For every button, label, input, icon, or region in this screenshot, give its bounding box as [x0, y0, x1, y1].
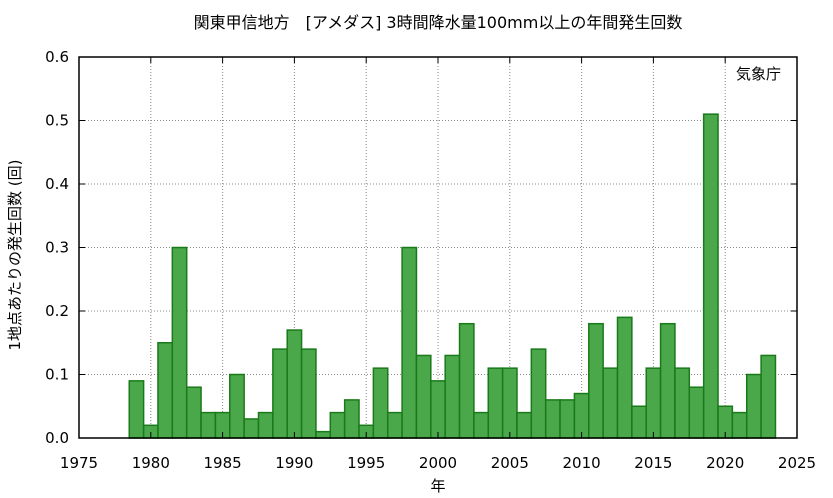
x-tick-label: 1980	[132, 454, 170, 472]
x-axis-label: 年	[430, 477, 445, 495]
y-tick-label: 0.1	[45, 366, 69, 384]
bar-2018	[688, 386, 705, 439]
bar-2008	[544, 399, 561, 439]
bar-2019	[702, 113, 719, 439]
bars	[128, 113, 777, 439]
bar-2009	[559, 399, 576, 439]
bar-2001	[444, 354, 461, 439]
bar-1988	[257, 411, 274, 439]
bar-1983	[185, 386, 202, 439]
y-tick-label: 0.6	[45, 48, 69, 66]
bar-1987	[243, 418, 260, 439]
bar-1999	[415, 354, 432, 439]
bar-2000	[430, 380, 446, 439]
bar-1998	[401, 246, 418, 439]
bar-1994	[343, 399, 360, 439]
bar-1981	[157, 342, 174, 439]
x-tick-label: 1995	[347, 454, 385, 472]
bar-1982	[171, 246, 188, 439]
x-tick-label: 2000	[419, 454, 457, 472]
bar-1992	[315, 430, 332, 439]
x-tick-label: 2020	[706, 454, 744, 472]
bar-2003	[473, 411, 490, 439]
bar-1989	[272, 348, 288, 439]
y-axis-label: 1地点あたりの発生回数 (回)	[6, 159, 24, 350]
x-tick-label: 2015	[634, 454, 672, 472]
bar-2014	[631, 405, 647, 439]
bar-1979	[128, 380, 145, 439]
bar-2021	[731, 411, 748, 439]
bar-2016	[659, 322, 676, 439]
bar-2012	[602, 367, 619, 439]
chart-title: 関東甲信地方 [アメダス] 3時間降水量100mm以上の年間発生回数	[194, 13, 683, 32]
bar-2015	[645, 367, 662, 439]
y-tick-label: 0.3	[45, 239, 69, 257]
bar-2013	[616, 316, 633, 439]
bar-2007	[530, 348, 547, 439]
y-tick-label: 0.2	[45, 302, 69, 320]
bar-2005	[501, 367, 518, 439]
x-tick-label: 1975	[60, 454, 98, 472]
bar-2006	[516, 411, 533, 439]
bar-2011	[588, 322, 604, 439]
bar-2022	[745, 373, 762, 439]
grid-lines	[79, 57, 797, 438]
bar-1990	[286, 329, 303, 439]
y-tick-label: 0.4	[45, 175, 69, 193]
ticks: 1975 1980 1985 1990 1995 2000 2005 2010 2015 2020…	[45, 48, 816, 472]
bar-2010	[573, 392, 590, 439]
x-tick-label: 2025	[778, 454, 816, 472]
x-tick-label: 2010	[563, 454, 601, 472]
bar-2023	[760, 354, 777, 439]
bar-1993	[329, 411, 346, 439]
bar-2017	[674, 367, 691, 439]
bar-1984	[200, 411, 217, 439]
x-tick-label: 1990	[275, 454, 313, 472]
bar-1991	[300, 348, 317, 439]
bar-2002	[458, 322, 475, 439]
bar-1986	[229, 373, 245, 439]
source-annotation: 気象庁	[736, 65, 781, 83]
y-tick-label: 0.5	[45, 112, 69, 130]
x-tick-label: 1985	[204, 454, 242, 472]
bar-1997	[386, 411, 403, 439]
bar-2004	[487, 367, 504, 439]
bar-1996	[372, 367, 389, 439]
x-tick-label: 2005	[491, 454, 529, 472]
y-tick-label: 0.0	[45, 429, 69, 447]
